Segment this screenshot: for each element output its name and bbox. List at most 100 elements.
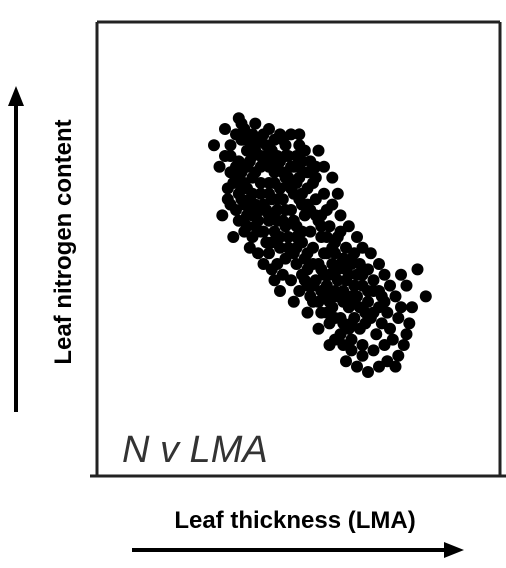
- data-point-0-186: [326, 171, 339, 184]
- data-point-0-244: [290, 241, 303, 254]
- y-axis-arrow-head: [8, 86, 24, 106]
- data-point-0-86: [356, 339, 369, 351]
- x-axis-arrow-head: [444, 542, 464, 558]
- data-point-0-235: [353, 301, 366, 314]
- data-point-0-250: [241, 220, 253, 233]
- data-point-0-226: [309, 209, 322, 222]
- data-point-0-227: [315, 220, 328, 233]
- data-point-0-102: [293, 285, 306, 297]
- data-point-0-266: [359, 317, 372, 330]
- data-point-0-257: [293, 128, 306, 141]
- data-point-0-221: [276, 166, 289, 179]
- data-point-0-288: [254, 150, 267, 162]
- data-point-0-181: [362, 366, 374, 378]
- data-point-0-179: [340, 355, 352, 368]
- data-point-0-28: [254, 187, 267, 200]
- data-point-0-165: [318, 187, 330, 200]
- data-point-0-150: [392, 349, 405, 362]
- x-axis-label: Leaf thickness (LMA): [174, 507, 415, 534]
- data-point-0-154: [406, 301, 418, 314]
- data-point-0-161: [351, 231, 363, 243]
- data-point-0-265: [348, 312, 361, 324]
- data-point-0-254: [298, 144, 311, 157]
- data-point-0-275: [315, 263, 328, 276]
- data-point-0-182: [411, 263, 424, 276]
- data-point-0-124: [287, 187, 300, 200]
- data-point-0-147: [392, 312, 405, 324]
- data-point-0-183: [419, 290, 432, 303]
- data-point-0-176: [301, 306, 314, 319]
- scatter-points: [208, 112, 432, 378]
- data-point-0-149: [397, 339, 410, 351]
- data-point-0-234: [362, 285, 374, 297]
- data-point-0-50: [282, 231, 295, 243]
- panel-annotation: N v LMA: [122, 429, 268, 471]
- data-point-0-232: [351, 268, 363, 281]
- data-point-0-285: [224, 150, 237, 162]
- data-point-0-97: [263, 247, 275, 260]
- data-point-0-139: [384, 322, 396, 335]
- data-point-0-153: [373, 360, 385, 373]
- data-point-0-224: [296, 187, 308, 200]
- data-point-0-129: [323, 220, 336, 233]
- data-point-0-178: [323, 339, 336, 351]
- data-point-0-277: [290, 231, 303, 243]
- data-point-0-208: [254, 177, 267, 189]
- data-point-0-156: [384, 279, 396, 292]
- plot-frame: [90, 20, 506, 478]
- y-axis-label: Leaf nitrogen content: [50, 119, 77, 364]
- data-point-0-193: [213, 160, 226, 173]
- data-point-0-185: [395, 268, 407, 281]
- data-point-0-283: [235, 182, 248, 195]
- data-point-0-163: [334, 209, 347, 222]
- data-point-0-143: [356, 349, 369, 362]
- data-point-0-148: [400, 328, 413, 341]
- data-point-0-213: [221, 193, 234, 206]
- data-point-0-222: [282, 177, 295, 189]
- data-point-0-195: [395, 301, 407, 314]
- data-point-0-281: [254, 204, 267, 216]
- data-point-0-135: [367, 274, 380, 287]
- data-point-0-1: [224, 139, 237, 152]
- data-point-0-184: [400, 279, 413, 292]
- x-axis-arrow: [132, 542, 464, 558]
- data-point-0-190: [249, 117, 262, 130]
- data-point-0-284: [230, 160, 242, 173]
- data-point-0-218: [260, 139, 273, 152]
- y-axis-arrow: [8, 86, 24, 412]
- data-point-0-256: [309, 160, 322, 173]
- data-point-0-192: [219, 123, 231, 135]
- data-point-0-157: [378, 268, 391, 281]
- data-point-0-223: [290, 177, 303, 189]
- data-point-0-174: [274, 285, 286, 297]
- data-point-0-164: [326, 198, 339, 211]
- data-point-0-191: [232, 112, 245, 125]
- data-point-0-287: [246, 139, 259, 152]
- data-point-0-247: [265, 236, 278, 249]
- data-point-0-134: [362, 263, 374, 276]
- data-point-0-177: [312, 322, 325, 335]
- data-point-0-188: [318, 160, 330, 173]
- data-point-0-289: [263, 160, 275, 173]
- data-point-0-205: [279, 204, 292, 216]
- data-point-0-282: [243, 193, 256, 206]
- data-point-0-252: [285, 128, 297, 141]
- data-point-0-231: [345, 258, 358, 270]
- data-point-0-173: [265, 263, 278, 276]
- data-point-0-225: [301, 198, 314, 211]
- data-point-0-220: [271, 150, 284, 162]
- data-point-0-196: [403, 317, 416, 330]
- data-point-0-180: [351, 360, 363, 373]
- data-point-0-268: [375, 290, 388, 303]
- data-point-0-264: [340, 274, 352, 287]
- data-point-0-207: [263, 187, 275, 200]
- data-point-0-274: [304, 290, 317, 303]
- data-point-0-155: [389, 290, 402, 303]
- data-point-0-228: [320, 231, 333, 243]
- data-point-0-105: [268, 274, 281, 287]
- data-point-0-130: [331, 231, 344, 243]
- data-point-0-249: [249, 220, 262, 233]
- data-point-0-54: [304, 225, 317, 238]
- data-point-0-168: [293, 160, 306, 173]
- data-point-0-276: [301, 247, 314, 260]
